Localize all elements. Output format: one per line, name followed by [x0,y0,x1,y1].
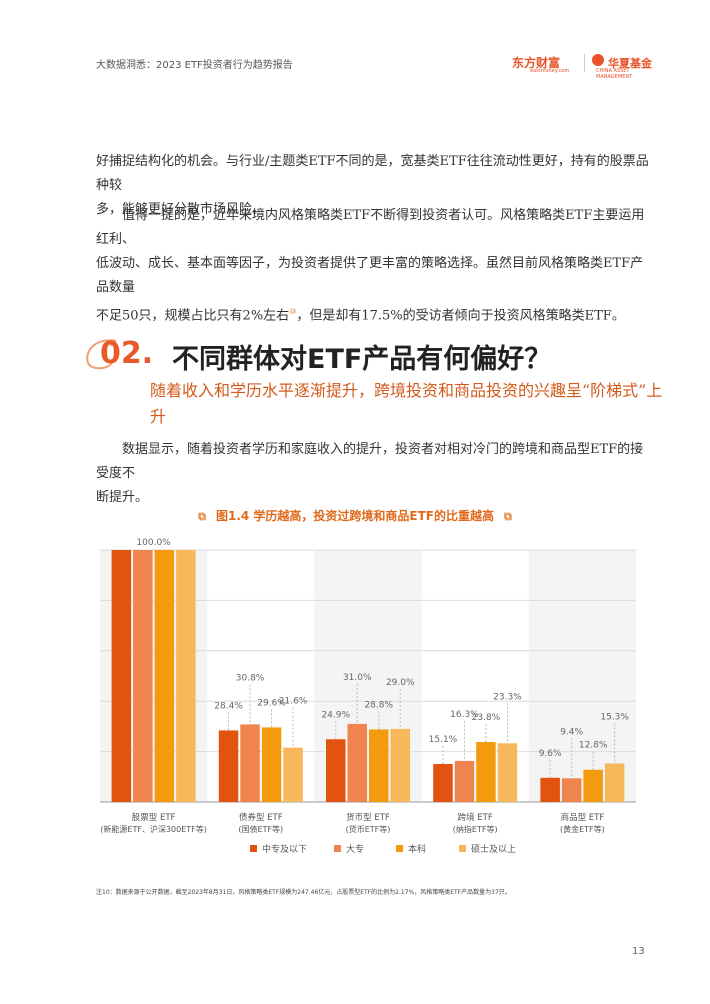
paragraph-line: 好捕捉结构化的机会。与行业/主题类ETF不同的是，宽基类ETF往往流动性更好，持… [96,154,649,193]
legend-label: 硕士及以上 [471,843,516,855]
page-number: 13 [632,946,645,957]
bar [111,550,132,802]
data-label: 15.3% [600,712,629,722]
legend-swatch [459,845,466,852]
footnote: 注10：数据来源于公开数据，截至2023年8月31日，风格策略类ETF规模为24… [96,889,511,896]
data-label: 29.6% [257,698,286,708]
x-tick-sublabel: (纳指ETF等) [453,824,498,834]
data-label: 100.0% [136,538,171,548]
data-label: 31.0% [343,673,372,683]
paragraph-text: 不足50只，规模占比只有2%左右 [96,308,290,324]
legend-swatch [396,845,403,852]
section-number: 02. [100,336,154,371]
chart-leader-lines [228,683,616,779]
bar [561,778,582,802]
bar [347,723,367,802]
data-label: 23.3% [493,692,522,702]
data-label: 28.8% [364,700,393,710]
data-label: 16.3% [450,710,479,720]
figure-title: ⧉ 图1.4 学历越高，投资过跨境和商品ETF的比重越高 ⧉ [0,507,710,524]
bar [433,763,453,802]
legend-label: 本科 [408,843,426,855]
data-label: 9.4% [560,727,583,737]
bar [261,727,282,802]
bar [369,729,389,802]
paragraph-line: 多，能够更好分散市场风险。 [96,202,266,217]
chinaamc-logo-icon [592,54,604,66]
data-label: 12.8% [579,741,608,751]
bar [283,747,303,802]
footnote-ref[interactable]: ⑩ [289,307,297,316]
x-tick-label: 货币型 ETF [346,812,390,823]
bar [218,730,239,802]
paragraph-text: ，但是却有17.5%的受访者倾向于投资风格策略类ETF。 [296,308,625,324]
figure-marker-icon: ⧉ [504,510,512,523]
bar [154,550,175,802]
bar [390,728,410,802]
chart-legend: 中专及以下 大专 本科 硕士及以上 [250,843,516,855]
bar [497,743,518,802]
bar [133,550,153,802]
legend-swatch [250,845,257,852]
x-tick-label: 股票型 ETF [132,813,176,823]
legend-swatch [334,845,341,852]
paragraph-line: 不足50只，规模占比只有2%左右⑩，但是却有17.5%的受访者倾向于投资风格策略… [96,300,656,328]
section-swirl-icon [86,339,117,370]
bar [604,763,625,802]
paragraph-3: 数据显示，随着投资者学历和家庭收入的提升，投资者对相对冷门的跨境和商品型ETF的… [96,438,656,510]
bar [583,769,603,802]
x-tick-sublabel: (国债ETF等) [238,824,283,834]
data-label: 28.4% [214,701,243,711]
paragraph-line: 低波动、成长、基本面等因子，为投资者提供了更丰富的策略选择。虽然目前风格策略类E… [96,256,644,295]
eastmoney-logo-sub: eastmoney.com [530,68,570,74]
chart-band [528,550,636,802]
bar-chart: 100.0% 28.4% 30.8% 29.6%21.6% 24.9% 31.0% 28.8… [100,538,636,855]
data-label: 30.8% [236,673,265,683]
legend-label: 中专及以下 [262,843,307,855]
paragraph-1: 好捕捉结构化的机会。与行业/主题类ETF不同的是，宽基类ETF往往流动性更好，持… [96,150,656,222]
paragraph-2: 值得一提的是，近年来境内风格策略类ETF不断得到投资者认可。风格策略类ETF主要… [96,204,656,328]
paragraph-line: 值得一提的是，近年来境内风格策略类ETF不断得到投资者认可。风格策略类ETF主要… [96,208,645,247]
figure-marker-icon: ⧉ [198,510,206,523]
chinaamc-logo-sub: CHINA ASSET MANAGEMENT [596,68,633,80]
chinaamc-logo: 华夏基金 [608,57,652,70]
brand-logos: 东方财富 eastmoney.com 华夏基金 CHINA ASSET MANA… [512,50,652,80]
x-tick-label: 债券型 ETF [239,812,283,823]
bar [176,550,196,802]
logo-divider [584,54,585,72]
paragraph-line: 断提升。 [96,490,149,505]
bar [326,739,346,802]
bar [454,760,475,802]
x-tick-label: 跨境 ETF [458,812,493,823]
section-title: 不同群体对ETF产品有何偏好？ [172,344,552,375]
legend-label: 大专 [346,843,364,855]
data-label: 21.6% [279,697,308,707]
chart-x-labels: 股票型 ETF(新能源ETF、沪深300ETF等) 债券型 ETF(国债ETF等)… [100,812,605,834]
data-label: 24.9% [321,710,350,720]
eastmoney-logo: 东方财富 [512,56,561,70]
chart-bars [111,550,625,802]
x-tick-sublabel: (新能源ETF、沪深300ETF等) [100,824,207,834]
x-tick-label: 商品型 ETF [561,812,605,823]
data-label: 23.8% [472,713,501,723]
bar [240,724,260,802]
paragraph-line: 数据显示，随着投资者学历和家庭收入的提升，投资者对相对冷门的跨境和商品型ETF的… [96,442,644,481]
data-label: 29.0% [386,678,415,688]
bar [540,777,560,802]
bar [476,742,496,802]
section-subtitle: 随着收入和学历水平逐渐提升，跨境投资和商品投资的兴趣呈“阶梯式”上升 [150,381,663,426]
chart-data-labels: 100.0% 28.4% 30.8% 29.6%21.6% 24.9% 31.0% 28.8… [136,538,629,759]
figure-title-text: 图1.4 学历越高，投资过跨境和商品ETF的比重越高 [215,509,495,523]
data-label: 9.6% [539,749,562,759]
data-label: 15.1% [429,735,458,745]
x-tick-sublabel: (黄金ETF等) [560,824,605,834]
report-header-title: 大数据洞悉：2023 ETF投资者行为趋势报告 [96,60,293,71]
x-tick-sublabel: (货币ETF等) [346,824,391,834]
